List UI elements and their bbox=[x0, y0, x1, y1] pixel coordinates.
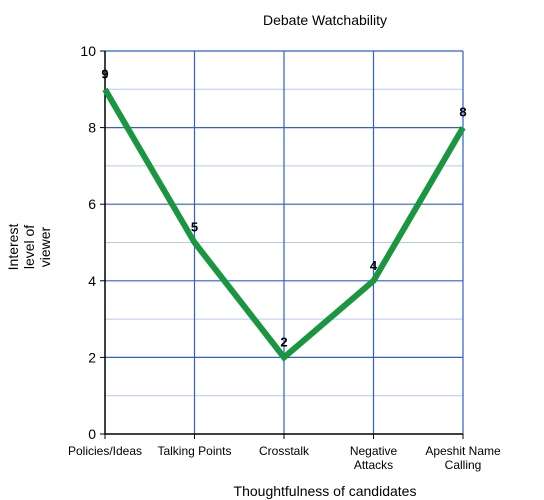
y-tick-label: 6 bbox=[88, 196, 96, 212]
x-tick-label: Policies/Ideas bbox=[68, 444, 142, 458]
y-tick-label: 4 bbox=[88, 273, 96, 289]
chart-title: Debate Watchability bbox=[263, 12, 387, 28]
y-tick-label: 8 bbox=[88, 120, 96, 136]
y-tick-label: 2 bbox=[88, 349, 96, 365]
grid bbox=[105, 50, 464, 434]
data-labels: 9 5 2 4 8 bbox=[101, 66, 466, 349]
x-tick-label: Apeshit Name Calling bbox=[425, 444, 501, 472]
y-axis-ticks: 0 2 4 6 8 10 bbox=[80, 43, 105, 442]
data-label: 4 bbox=[370, 258, 378, 273]
x-axis-label: Thoughtfulness of candidates bbox=[234, 483, 417, 499]
data-label: 2 bbox=[280, 334, 287, 349]
y-tick-label: 0 bbox=[88, 426, 96, 442]
x-tick-label: Talking Points bbox=[157, 444, 231, 458]
data-label: 5 bbox=[191, 220, 198, 235]
series bbox=[102, 87, 466, 362]
y-axis-label: Interestlevel ofviewer bbox=[5, 224, 53, 271]
y-tick-label: 10 bbox=[80, 43, 96, 59]
data-label: 9 bbox=[101, 66, 108, 81]
x-tick-label: Crosstalk bbox=[259, 444, 310, 458]
x-axis-ticks: Policies/Ideas Talking Points Crosstalk Neg… bbox=[68, 434, 501, 472]
x-tick-label: Negative Attacks bbox=[350, 444, 398, 472]
data-label: 8 bbox=[459, 105, 466, 120]
